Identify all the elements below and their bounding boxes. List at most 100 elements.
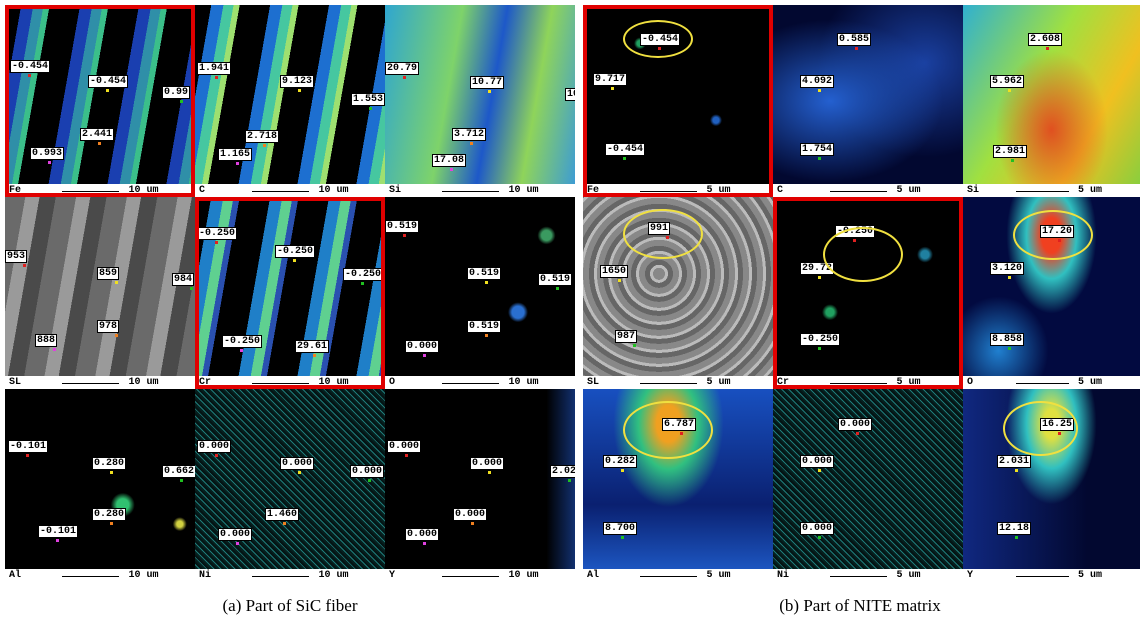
highlight-ellipse: [1003, 401, 1078, 456]
value-label: 8.858: [990, 333, 1024, 346]
point-marker: [855, 47, 858, 50]
value-label: 2.718: [245, 130, 279, 143]
value-label: 9.123: [280, 75, 314, 88]
value-label: 0.000: [800, 522, 834, 535]
element-name: O: [389, 376, 395, 389]
scale-text: 5 um: [707, 376, 731, 389]
point-marker: [405, 454, 408, 457]
value-label: 0.280: [92, 508, 126, 521]
scale-line: [640, 576, 697, 577]
caption: (b) Part of NITE matrix: [779, 596, 940, 616]
value-label: 0.282: [603, 455, 637, 468]
point-marker: [471, 522, 474, 525]
point-marker: [470, 142, 473, 145]
scale-text: 10 um: [129, 569, 159, 582]
element-name: Y: [967, 569, 973, 582]
scale-bar: Y 5 um: [963, 569, 1140, 582]
highlight-frame: [5, 5, 195, 197]
element-name: C: [199, 184, 205, 197]
point-marker: [236, 542, 239, 545]
value-label: 0.519: [385, 220, 419, 233]
point-marker: [263, 144, 266, 147]
scale-bar: SL10 um: [5, 376, 195, 389]
point-marker: [485, 334, 488, 337]
value-label: 0.000: [197, 440, 231, 453]
point-marker: [1008, 89, 1011, 92]
value-label: 0.000: [800, 455, 834, 468]
scale-text: 10 um: [509, 376, 539, 389]
point-marker: [485, 281, 488, 284]
point-marker: [621, 536, 624, 539]
scale-text: 10 um: [319, 569, 349, 582]
element-name: C: [777, 184, 783, 197]
highlight-frame: [195, 197, 385, 389]
point-marker: [369, 107, 372, 110]
value-label: 3.712: [452, 128, 486, 141]
value-label: 2.981: [993, 145, 1027, 158]
value-label: 0.000: [405, 528, 439, 541]
point-marker: [818, 469, 821, 472]
point-marker: [23, 264, 26, 267]
point-marker: [110, 522, 113, 525]
point-marker: [26, 454, 29, 457]
point-marker: [1008, 347, 1011, 350]
scale-text: 5 um: [1078, 569, 1102, 582]
value-label: 1650: [600, 265, 628, 278]
scale-text: 10 um: [509, 569, 539, 582]
scale-bar: SL5 um: [583, 376, 773, 389]
element-map: 1.9419.1231.5532.7181.165C10 um: [195, 5, 385, 197]
value-label: 1.754: [800, 143, 834, 156]
scale-line: [1016, 576, 1069, 577]
point-marker: [633, 344, 636, 347]
point-marker: [403, 76, 406, 79]
scale-line: [442, 383, 499, 384]
element-name: Ni: [199, 569, 211, 582]
value-label: -0.101: [38, 525, 78, 538]
scale-line: [1016, 383, 1069, 384]
value-label: 20.79: [385, 62, 419, 75]
value-label: 0.519: [467, 267, 501, 280]
scale-text: 10 um: [319, 184, 349, 197]
point-marker: [298, 471, 301, 474]
element-name: Ni: [777, 569, 789, 582]
point-marker: [621, 469, 624, 472]
element-map: 0.0000.0002.0230.0000.000Y10 um: [385, 389, 575, 582]
value-label: 12.18: [997, 522, 1031, 535]
point-marker: [1008, 276, 1011, 279]
scale-text: 5 um: [707, 569, 731, 582]
value-label: 888: [35, 334, 57, 347]
value-label: 0.000: [453, 508, 487, 521]
value-label: 984: [172, 273, 194, 286]
value-label: 10.39: [565, 88, 575, 101]
element-map: 0.5190.5190.5190.5190.000O10 um: [385, 197, 575, 389]
element-name: Al: [587, 569, 599, 582]
point-marker: [403, 234, 406, 237]
scale-bar: Y 10 um: [385, 569, 575, 582]
element-name: Si: [967, 184, 979, 197]
scale-text: 10 um: [129, 376, 159, 389]
element-name: O: [967, 376, 973, 389]
value-label: 5.962: [990, 75, 1024, 88]
point-marker: [368, 479, 371, 482]
point-marker: [190, 287, 193, 290]
value-label: 0.000: [405, 340, 439, 353]
value-label: 0.280: [92, 457, 126, 470]
point-marker: [1011, 159, 1014, 162]
scale-line: [442, 191, 499, 192]
element-name: Y: [389, 569, 395, 582]
point-marker: [53, 348, 56, 351]
point-marker: [1046, 47, 1049, 50]
value-label: 0.000: [838, 418, 872, 431]
value-label: 0.000: [280, 457, 314, 470]
figure-page: -0.454-0.4540.992.4410.993Fe10 um1.9419.…: [0, 0, 1144, 634]
highlight-ellipse: [623, 209, 703, 259]
scale-line: [1016, 191, 1069, 192]
scale-line: [442, 576, 499, 577]
value-label: 2.031: [997, 455, 1031, 468]
value-label: 1.165: [218, 148, 252, 161]
